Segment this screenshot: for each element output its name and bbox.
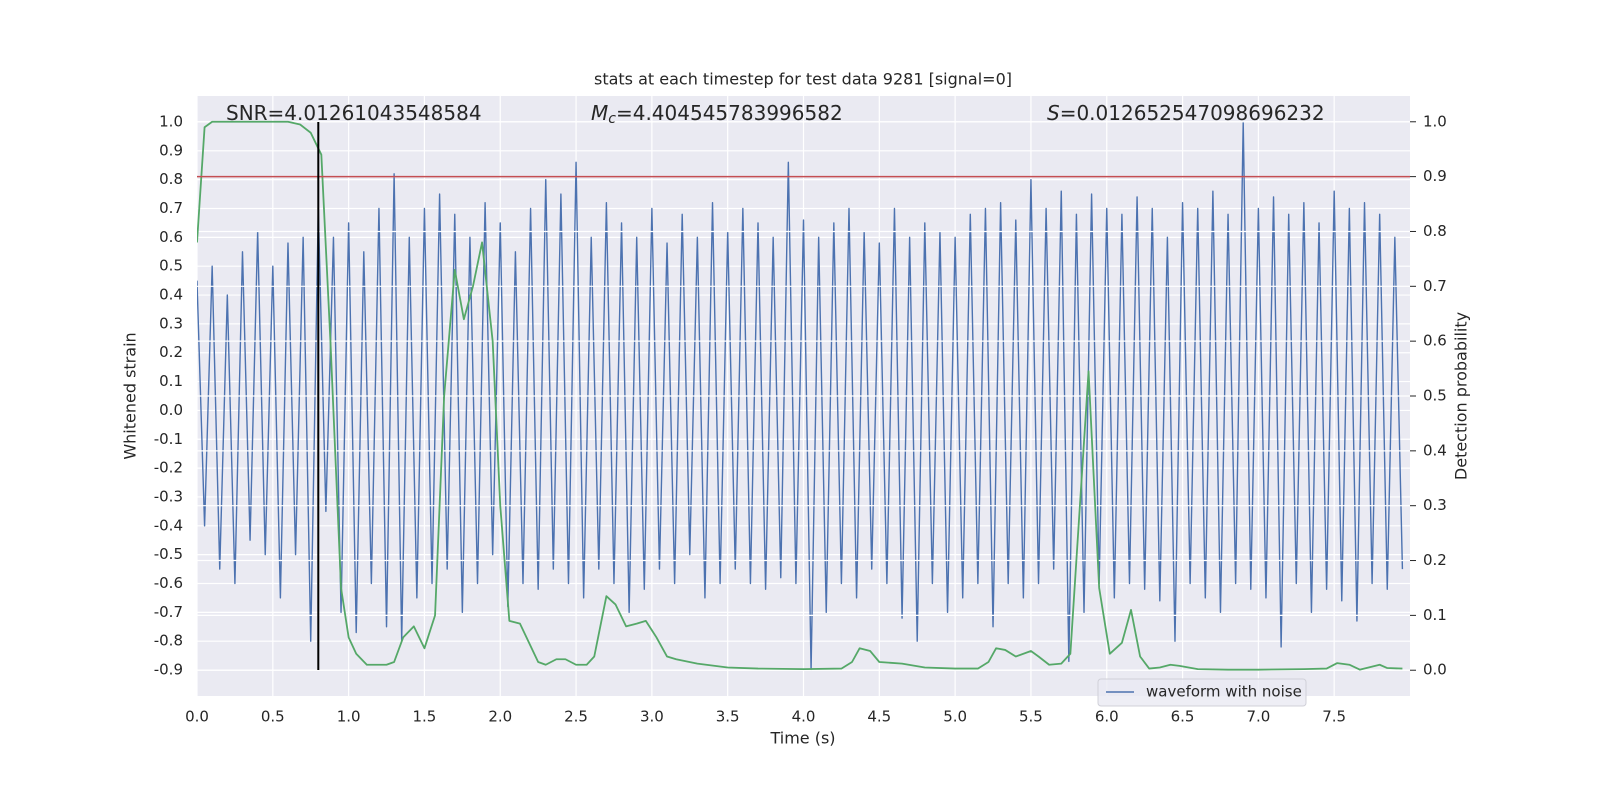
y2-tick-label: 0.6 xyxy=(1423,332,1447,350)
y2-tick-label: 0.5 xyxy=(1423,387,1447,405)
annotation-symbol: S xyxy=(1047,101,1060,125)
y2-tick-label: 0.3 xyxy=(1423,496,1447,514)
y2-tick-label: 0.2 xyxy=(1423,551,1447,569)
y-tick-label: -0.3 xyxy=(154,487,183,505)
annotation-text: =4.404545783996582 xyxy=(616,101,843,125)
waveform-line xyxy=(197,121,1404,671)
x-tick-label: 3.0 xyxy=(640,708,664,726)
annotation-symbol: M xyxy=(591,101,608,125)
y2-tick-label: 0.9 xyxy=(1423,167,1447,185)
y-tick-label: 0.0 xyxy=(159,401,183,419)
annotation-text: SNR=4.01261043548584 xyxy=(226,101,482,125)
y-tick-label: 0.2 xyxy=(159,343,183,361)
annotation: SNR=4.01261043548584 xyxy=(226,101,482,125)
y-tick-label: -0.8 xyxy=(154,632,183,650)
x-tick-label: 2.0 xyxy=(488,708,512,726)
y-tick-label: -0.4 xyxy=(154,516,183,534)
y-tick-label: -0.6 xyxy=(154,574,183,592)
x-tick-label: 0.0 xyxy=(185,708,209,726)
y2-tick-label: 0.8 xyxy=(1423,222,1447,240)
x-tick-label: 0.5 xyxy=(261,708,285,726)
probability-line xyxy=(197,120,1403,671)
y-tick-label: -0.5 xyxy=(154,545,183,563)
legend-label: waveform with noise xyxy=(1146,683,1302,701)
y2-tick-label: 0.7 xyxy=(1423,277,1447,295)
x-tick-label: 7.5 xyxy=(1322,708,1346,726)
x-tick-label: 3.5 xyxy=(716,708,740,726)
y-tick-label: -0.1 xyxy=(154,430,183,448)
x-tick-label: 5.0 xyxy=(943,708,967,726)
y-tick-label: -0.9 xyxy=(154,661,183,679)
y2-tick-label: 1.0 xyxy=(1423,112,1447,130)
y-tick-label: 0.5 xyxy=(159,257,183,275)
x-tick-label: 4.5 xyxy=(867,708,891,726)
y-tick-label: 0.1 xyxy=(159,372,183,390)
annotation-text: =0.012652547098696232 xyxy=(1060,101,1325,125)
y-tick-label: 0.6 xyxy=(159,228,183,246)
x-tick-label: 4.0 xyxy=(792,708,816,726)
annotation-subscript: c xyxy=(608,111,616,127)
y-tick-label: 0.9 xyxy=(159,141,183,159)
chart-title: stats at each timestep for test data 928… xyxy=(594,70,1012,89)
x-tick-label: 1.5 xyxy=(413,708,437,726)
y-tick-label: -0.7 xyxy=(154,603,183,621)
y2-tick-label: 0.0 xyxy=(1423,661,1447,679)
x-tick-label: 5.5 xyxy=(1019,708,1043,726)
y2-tick-label: 0.1 xyxy=(1423,606,1447,624)
x-tick-label: 6.5 xyxy=(1171,708,1195,726)
annotation: S=0.012652547098696232 xyxy=(1047,101,1325,125)
y2-axis-label: Detection probability xyxy=(1452,312,1471,480)
y-tick-label: 0.8 xyxy=(159,170,183,188)
legend-box xyxy=(1097,678,1307,707)
y-tick-label: 0.7 xyxy=(159,199,183,217)
x-axis-label: Time (s) xyxy=(769,729,835,748)
x-tick-label: 2.5 xyxy=(564,708,588,726)
y-tick-label: -0.2 xyxy=(154,459,183,477)
x-tick-label: 1.0 xyxy=(337,708,361,726)
y-tick-label: 1.0 xyxy=(159,112,183,130)
annotation: Mc=4.404545783996582 xyxy=(591,101,843,128)
x-tick-label: 7.0 xyxy=(1246,708,1270,726)
x-tick-label: 6.0 xyxy=(1095,708,1119,726)
y2-tick-label: 0.4 xyxy=(1423,441,1447,459)
y-tick-label: 0.3 xyxy=(159,314,183,332)
y-axis-label: Whitened strain xyxy=(121,332,140,459)
legend: waveform with noise xyxy=(1097,678,1307,707)
y-tick-label: 0.4 xyxy=(159,286,183,304)
